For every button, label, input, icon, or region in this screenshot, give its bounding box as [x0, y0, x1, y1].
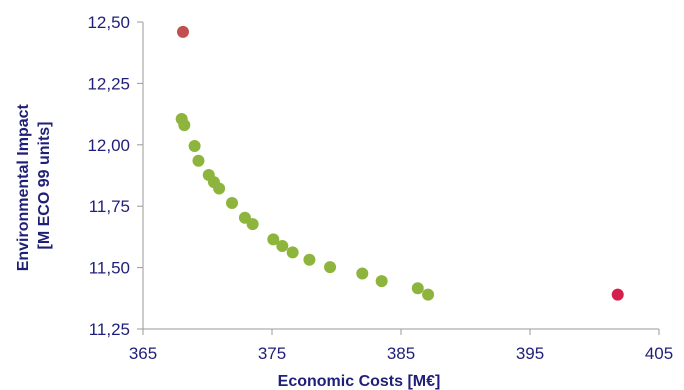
axis-ticks: 11,25 11,50 11,75 12,00 12,25 12,50 365 375 385 3…	[87, 13, 673, 363]
data-point	[178, 119, 191, 132]
y-axis-title-line-1: Environmental Impact	[15, 103, 32, 271]
data-point	[276, 239, 289, 252]
y-tick-label: 12,25	[87, 74, 130, 93]
x-tick-label: 375	[258, 344, 286, 363]
x-tick-label: 395	[516, 344, 544, 363]
data-point	[324, 261, 337, 274]
x-tick-label: 385	[387, 344, 415, 363]
axes	[142, 22, 659, 330]
data-point	[286, 246, 299, 259]
data-point	[176, 25, 189, 38]
data-point	[611, 288, 624, 301]
data-point	[246, 218, 259, 231]
y-tick-label: 11,25	[89, 320, 130, 339]
data-point	[267, 233, 280, 246]
y-axis-title-line-2: [M ECO 99 units]	[36, 121, 53, 249]
x-tick-label: 405	[645, 344, 673, 363]
data-point	[422, 288, 435, 301]
y-tick-label: 11,50	[89, 259, 130, 278]
x-axis-title: Economic Costs [M€]	[278, 373, 441, 390]
x-tick-label: 365	[129, 344, 157, 363]
data-point	[303, 253, 316, 266]
data-point	[192, 154, 205, 167]
y-axis-title: Environmental Impact [M ECO 99 units]	[15, 100, 53, 272]
y-tick-label: 11,75	[89, 197, 130, 216]
y-tick-label: 12,50	[87, 13, 130, 32]
data-point	[411, 282, 424, 295]
data-point	[213, 182, 226, 195]
data-point	[356, 267, 369, 280]
data-points	[175, 25, 624, 301]
data-point	[188, 140, 201, 153]
data-point	[226, 197, 239, 210]
y-tick-label: 12,00	[87, 136, 130, 155]
data-point	[375, 275, 388, 288]
